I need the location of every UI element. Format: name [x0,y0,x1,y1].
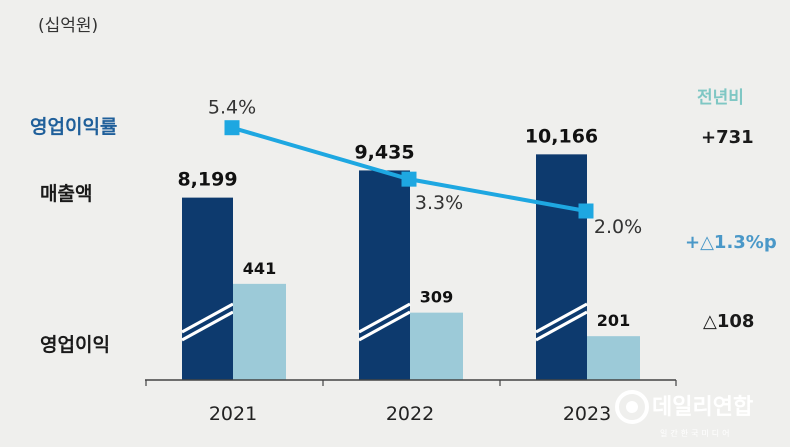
axis-break-mark [181,310,234,342]
row-label-operating-profit: 영업이익 [40,334,110,356]
x-tick-label: 2021 [209,403,257,425]
operating-margin-point [401,171,417,187]
sales-bar [182,197,233,380]
x-axis: 2021 2022 2023 [145,379,677,425]
logo-subtext: 일간한국미디어 [660,428,733,438]
sales-value-label: 10,166 [525,125,598,147]
operating-profit-value-label: 309 [420,288,453,307]
operating-margin-point [224,120,240,136]
operating-margin-value-label: 3.3% [415,192,463,214]
margin-line-layer [224,120,594,219]
unit-label: (십억원) [38,16,98,36]
bars-layer [181,154,640,380]
sales-bar [359,170,410,380]
operating-profit-bar [410,312,463,380]
logo-icon [615,390,649,424]
x-tick-label: 2023 [563,403,611,425]
operating-profit-bar [233,283,286,380]
logo-brand: 데일리연합 [652,394,753,420]
row-label-operating-margin: 영업이익률 [30,116,117,138]
value-labels-layer: 8,199 441 9,435 309 10,166 201 5.4% 3.3% 2.0% [177,97,642,330]
logo-dot [626,401,638,413]
operating-margin-point [578,203,594,219]
sales-value-label: 8,199 [177,169,237,191]
x-axis-ticks: 2021 2022 2023 [145,380,677,425]
operating-profit-value-label: 201 [597,311,630,330]
yoy-sales: +731 [701,127,754,148]
axis-break-mark [535,310,588,342]
x-tick-label: 2022 [386,403,434,425]
axis-break-mark [535,302,588,334]
sales-value-label: 9,435 [354,141,414,163]
axis-break-mark [358,310,411,342]
operating-margin-value-label: 2.0% [594,216,642,238]
operating-profit-value-label: 441 [243,259,276,278]
yoy-operating-profit: △108 [703,311,754,332]
yoy-operating-margin: +△1.3%p [685,232,777,253]
operating-margin-value-label: 5.4% [208,97,256,119]
row-label-sales: 매출액 [40,183,92,205]
axis-break-mark [358,302,411,334]
watermark-logo: 데일리연합 일간한국미디어 [615,390,753,438]
axis-break-mark [181,302,234,334]
yoy-header: 전년비 [697,88,744,108]
sales-bar [536,154,587,380]
operating-profit-bar [587,336,640,380]
